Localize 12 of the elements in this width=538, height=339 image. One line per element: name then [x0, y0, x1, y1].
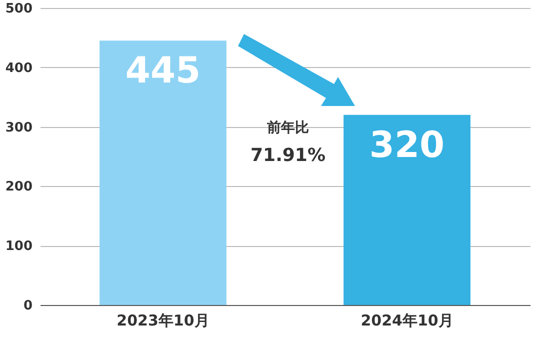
annotation: 前年比	[266, 120, 309, 136]
data-label: 445	[125, 50, 201, 92]
y-tick-label: 0	[23, 298, 32, 314]
y-tick-label: 500	[5, 2, 32, 16]
data-label: 320	[369, 124, 445, 166]
y-tick-label: 400	[5, 60, 32, 76]
annotation: 71.91%	[250, 145, 326, 166]
x-tick-label: 2023年10月	[116, 312, 210, 330]
y-tick-label: 100	[5, 239, 32, 254]
y-tick-label: 200	[5, 180, 32, 195]
y-tick-label: 300	[5, 120, 32, 136]
x-tick-label: 2024年10月	[360, 312, 454, 330]
